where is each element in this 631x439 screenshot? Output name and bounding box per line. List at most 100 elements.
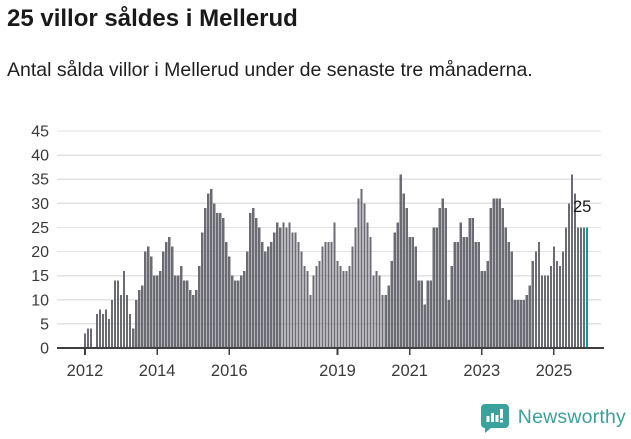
logo-exclamation-dot: [499, 420, 503, 423]
bar-2013-2: [122, 270, 126, 348]
speech-bubble-shape: [480, 404, 509, 433]
x-tick-label-2021: 2021: [391, 362, 428, 380]
x-tick-label-2023: 2023: [463, 362, 500, 380]
bar-2025-1: [552, 246, 556, 348]
bar-2012-11: [113, 280, 117, 348]
bar-2023-9: [504, 227, 507, 348]
bar-2013-10: [146, 246, 150, 348]
bar-2022-3: [450, 266, 453, 348]
bar-2019-10: [363, 203, 366, 348]
bar-2023-10: [507, 241, 510, 348]
bar-2017-9: [288, 222, 291, 348]
x-axis-labels: 2012 2014 2016 2019 2021 2023 2025: [67, 362, 573, 380]
bar-2024-8: [537, 241, 541, 348]
bar-2022-11: [474, 241, 477, 348]
bar-2021-9: [432, 227, 435, 348]
bar-2022-10: [471, 217, 474, 348]
bar-2012-2: [86, 328, 90, 348]
bar-2025-11: [582, 227, 586, 348]
bar-2019-6: [351, 246, 354, 348]
y-tick-label-30: 30: [31, 196, 49, 213]
bar-2014-9: [180, 266, 183, 348]
bar-2012-10: [110, 299, 114, 348]
bar-2013-5: [131, 328, 135, 348]
bar-2020-11: [402, 193, 405, 348]
bar-2015-12: [225, 241, 228, 348]
x-tick-label-2019: 2019: [319, 362, 356, 380]
x-tick-label-2014: 2014: [139, 362, 176, 380]
bar-2015-6: [207, 193, 210, 348]
bar-2015-3: [198, 266, 201, 348]
bar-2013-1: [119, 294, 123, 348]
chart-subtitle: Antal sålda villor i Mellerud under de s…: [7, 59, 533, 81]
bar-2020-5: [384, 294, 387, 348]
bar-2019-9: [360, 188, 363, 348]
bar-2018-8: [321, 246, 324, 348]
bar-2024-11: [546, 275, 550, 348]
bar-2023-5: [492, 198, 495, 348]
bar-2023-7: [498, 198, 501, 348]
bar-2017-2: [267, 246, 270, 348]
bar-2014-6: [171, 246, 174, 348]
bar-2016-5: [240, 275, 243, 348]
bar-2018-5: [312, 275, 315, 348]
bar-2016-2: [231, 275, 234, 348]
bar-2023-1: [480, 270, 483, 348]
y-tick-label-40: 40: [31, 148, 49, 165]
bar-2022-8: [465, 237, 468, 348]
bar-2021-8: [429, 280, 432, 348]
bar-2013-11: [149, 256, 153, 348]
bar-2022-9: [468, 217, 471, 348]
last-value-annotation: 25: [573, 198, 591, 216]
y-tick-label-45: 45: [31, 124, 49, 141]
bar-2020-6: [387, 285, 390, 348]
logo-bar-small: [486, 416, 490, 422]
bar-2017-5: [276, 222, 279, 348]
y-tick-label-0: 0: [40, 341, 49, 358]
bar-2022-4: [453, 241, 456, 348]
bar-2025-3: [558, 266, 562, 348]
bar-2013-9: [143, 251, 147, 348]
y-tick-label-15: 15: [31, 268, 49, 285]
logo-bar-tall: [495, 415, 499, 422]
bar-2021-10: [435, 227, 438, 348]
bar-2021-5: [420, 280, 423, 348]
bar-2012-5: [95, 314, 99, 348]
x-tick-label-2016: 2016: [211, 362, 248, 380]
bar-2020-10: [399, 174, 402, 348]
bar-2024-5: [528, 285, 532, 348]
x-tick-label-2012: 2012: [67, 362, 104, 380]
y-tick-label-5: 5: [40, 316, 49, 333]
x-axis: [57, 347, 604, 355]
bar-2021-6: [423, 304, 426, 348]
bar-2016-9: [252, 208, 255, 348]
bar-2017-3: [270, 241, 273, 348]
bar-2015-2: [195, 290, 198, 348]
bar-2013-7: [137, 290, 141, 348]
bar-2025-6: [567, 203, 571, 348]
bar-2018-12: [333, 222, 336, 348]
bar-2012-7: [101, 314, 105, 348]
bar-2014-2: [159, 270, 162, 348]
bar-2021-12: [441, 198, 444, 348]
x-tick-label-2025: 2025: [536, 362, 573, 380]
bar-2012-6: [98, 309, 102, 348]
bar-2019-12: [369, 237, 372, 348]
bar-2013-8: [140, 285, 144, 348]
bar-2015-5: [204, 208, 207, 348]
bar-2021-11: [438, 208, 441, 348]
bar-2025-7: [570, 174, 574, 348]
bar-2022-6: [459, 222, 462, 348]
bar-2014-11: [186, 280, 189, 348]
bar-2016-7: [246, 251, 249, 348]
bar-2025-4: [561, 251, 565, 348]
bar-2014-10: [183, 280, 186, 348]
bar-2019-3: [342, 270, 345, 348]
bar-2016-6: [243, 270, 246, 348]
bar-2020-4: [381, 294, 384, 348]
bar-2020-3: [378, 275, 381, 348]
bar-2018-11: [330, 241, 333, 348]
bar-2022-7: [462, 237, 465, 348]
bar-2021-1: [408, 237, 411, 348]
